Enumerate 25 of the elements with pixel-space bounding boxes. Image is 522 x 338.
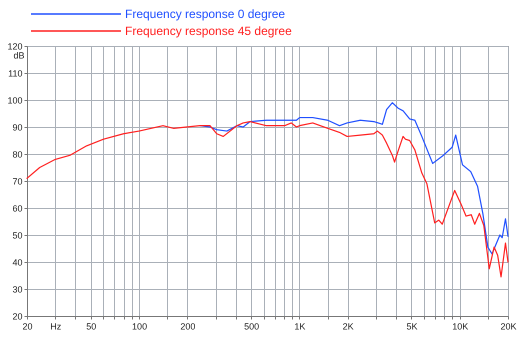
y-tick-label: 20 [12, 312, 22, 322]
y-tick-label: 120 [7, 42, 22, 52]
y-tick-label: 80 [12, 150, 22, 160]
x-tick-label: 100 [132, 322, 148, 332]
text: Frequency response 0 degree [125, 7, 286, 21]
y-axis-title: dB [13, 50, 24, 60]
y-tick-label: 60 [12, 204, 22, 214]
y-tick-label: 90 [12, 122, 22, 132]
x-tick-label: Hz [50, 322, 62, 332]
x-tick-label: 10K [452, 322, 468, 332]
x-tick-label: 500 [244, 322, 260, 332]
x-tick-label: 50 [86, 322, 96, 332]
text: Frequency response 45 degree [125, 24, 292, 38]
x-tick-label: 20 [22, 322, 33, 332]
y-tick-label: 30 [12, 284, 22, 294]
y-tick-label: 100 [7, 96, 22, 106]
x-tick-label: 20K [500, 322, 517, 332]
x-tick-label: 5K [406, 322, 418, 332]
x-tick-label: 1K [294, 322, 306, 332]
x-tick-label: 200 [180, 322, 196, 332]
y-tick-label: 40 [12, 258, 22, 268]
y-tick-label: 50 [12, 230, 22, 240]
y-tick-label: 110 [8, 68, 22, 78]
y-tick-label: 70 [12, 176, 22, 186]
x-tick-label: 2K [342, 322, 354, 332]
